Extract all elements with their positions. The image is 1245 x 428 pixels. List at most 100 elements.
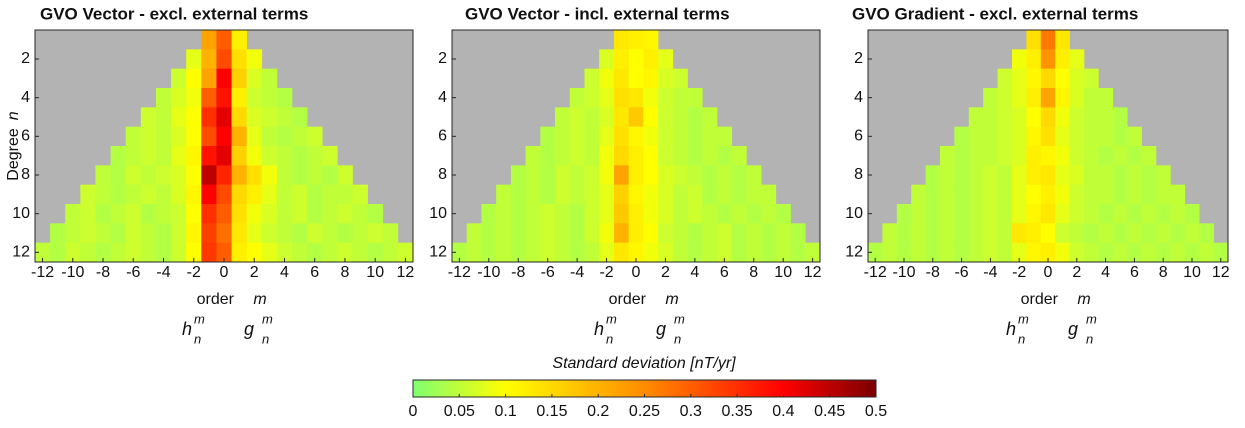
heatmap-cell (1026, 146, 1042, 166)
colorbar-tick-label: 0.35 (722, 403, 753, 420)
y-tick-label: 8 (438, 166, 447, 183)
heatmap-cell (716, 223, 732, 243)
heatmap-cell (1055, 184, 1070, 205)
heatmap-cell (687, 126, 703, 147)
heatmap-cell (352, 184, 368, 205)
heatmap-cell (1040, 242, 1056, 263)
heatmap-cell (80, 184, 96, 205)
annotation-sup: m (262, 311, 273, 326)
heatmap-cell (525, 146, 541, 166)
heatmap-cell (125, 242, 142, 263)
heatmap-cell (1084, 68, 1099, 89)
y-tick-label: 6 (21, 128, 30, 145)
heatmap-cell (337, 165, 353, 185)
y-tick-label: 6 (854, 128, 863, 145)
heatmap-cell (307, 242, 323, 263)
heatmap-cell (805, 242, 821, 263)
heatmap-cell (337, 242, 353, 263)
heatmap-cell (997, 184, 1013, 205)
heatmap-cell (672, 204, 688, 224)
x-tick-label: 2 (661, 264, 670, 281)
heatmap-cell (231, 107, 247, 127)
heatmap-cell (658, 146, 674, 166)
heatmap-cell (643, 88, 659, 108)
heatmap-cell (1026, 126, 1042, 147)
x-tick-label: -2 (187, 264, 201, 281)
heatmap-cell (1040, 126, 1056, 147)
x-tick-label: -2 (1012, 264, 1026, 281)
heatmap-cell (1127, 126, 1142, 147)
heatmap-cell (911, 204, 926, 224)
heatmap-cell (1112, 242, 1128, 263)
heatmap-cell (246, 165, 263, 185)
heatmap-cell (716, 126, 732, 147)
heatmap-cell (687, 223, 703, 243)
heatmap-cell (125, 223, 142, 243)
heatmap-cell (1098, 184, 1114, 205)
heatmap-cell (702, 204, 718, 224)
heatmap-cell (186, 223, 202, 243)
heatmap-cell (307, 146, 323, 166)
heatmap-cell (231, 242, 247, 263)
heatmap-cell (1084, 146, 1099, 166)
heatmap-cell (1141, 204, 1157, 224)
heatmap-cell (201, 49, 217, 69)
heatmap-cell (731, 184, 747, 205)
heatmap-cell (954, 146, 970, 166)
heatmap-cell (140, 223, 157, 243)
heatmap-cell (95, 242, 111, 263)
heatmap-cell (481, 223, 497, 243)
heatmap-cell (1026, 223, 1042, 243)
heatmap-cell (569, 165, 585, 185)
heatmap-cell (246, 184, 263, 205)
heatmap-cell (155, 88, 172, 108)
heatmap-cell (322, 184, 338, 205)
heatmap-cell (643, 223, 659, 243)
heatmap-cell (1012, 165, 1027, 185)
heatmap-cell (1055, 30, 1070, 50)
heatmap-cell (555, 126, 571, 147)
heatmap-cell (1040, 146, 1056, 166)
heatmap-cell (1026, 204, 1042, 224)
x-tick-label: 12 (397, 264, 415, 281)
heatmap-cell (716, 184, 732, 205)
heatmap-cell (525, 184, 541, 205)
heatmap-cell (171, 242, 187, 263)
annotation-base: h (182, 319, 192, 339)
heatmap-cell (1012, 49, 1027, 69)
heatmap-cell (367, 223, 384, 243)
heatmap-cell (1026, 68, 1042, 89)
heatmap-cell (1040, 204, 1056, 224)
heatmap-cell (643, 107, 659, 127)
heatmap-cell (997, 165, 1013, 185)
heatmap-cell (201, 146, 217, 166)
heatmap-cell (925, 165, 941, 185)
annotation-base: g (1068, 319, 1078, 339)
heatmap-cell (569, 242, 585, 263)
heatmap-cell (983, 184, 998, 205)
heatmap-cell (246, 204, 263, 224)
heatmap-cell (672, 107, 688, 127)
heatmap-cell (911, 184, 926, 205)
x-tick-label: 4 (1101, 264, 1110, 281)
heatmap-cell (201, 184, 217, 205)
heatmap-cell (672, 68, 688, 89)
heatmap-cell (95, 165, 111, 185)
heatmap-cell (643, 204, 659, 224)
heatmap-cell (613, 49, 629, 69)
heatmap-cell (940, 223, 955, 243)
heatmap-cell (171, 223, 187, 243)
heatmap-cell (940, 242, 955, 263)
heatmap-cell (1055, 107, 1070, 127)
heatmap-cell (687, 242, 703, 263)
heatmap-cell (276, 146, 293, 166)
x-tick-label: -6 (541, 264, 555, 281)
heatmap-cell (186, 107, 202, 127)
heatmap-cell (307, 204, 323, 224)
heatmap-cell (276, 126, 293, 147)
heatmap-cell (968, 107, 984, 127)
x-tick-label: 0 (1044, 264, 1053, 281)
heatmap-cell (186, 204, 202, 224)
heatmap-cell (599, 126, 615, 147)
heatmap-cell (997, 146, 1013, 166)
